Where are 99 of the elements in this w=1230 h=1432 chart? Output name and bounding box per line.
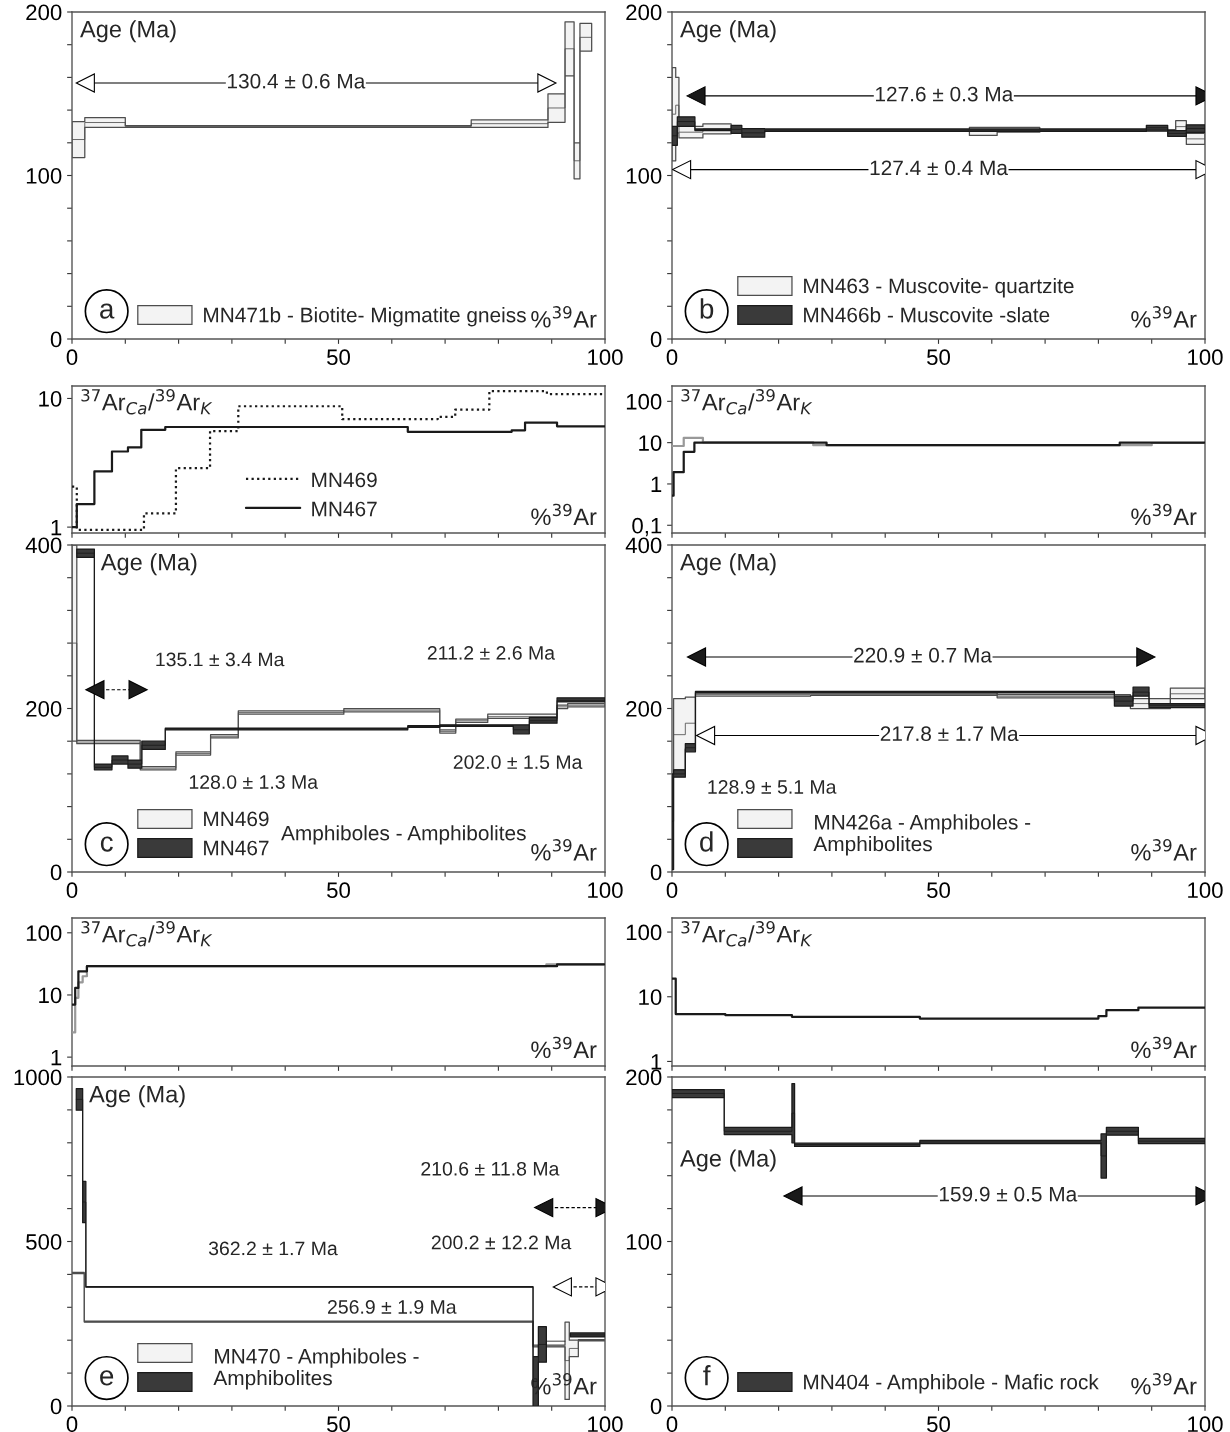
y-tick-label: 200	[626, 1069, 662, 1086]
annotation: 127.4 ± 0.4 Ma	[870, 160, 1008, 176]
y-axis-title: Age (Ma)	[100, 553, 197, 576]
x-tick-label: 50	[927, 882, 950, 899]
y-tick-label: 100	[26, 925, 62, 942]
annotation: a	[100, 303, 115, 319]
y-tick-label: 0	[50, 864, 62, 881]
y-tick-label: 0	[650, 331, 662, 348]
y-tick-label: 100	[626, 1234, 662, 1250]
annotation: 220.9 ± 0.7 Ma	[854, 647, 992, 663]
x-tick-label: 100	[1188, 349, 1223, 366]
legend-label: MN471b - Biotite- Migmatite gneiss	[204, 307, 526, 327]
x-tick-label: 0	[666, 882, 678, 899]
y-tick-label: 10	[639, 435, 662, 451]
y-axis-title: $^{37}$Ar$_{Ca}$/$^{39}$Ar$_{K}$	[81, 389, 213, 415]
legend-title: MN426a - Amphiboles - Amphibolites	[813, 814, 1031, 856]
y-tick-label: 200	[626, 4, 662, 21]
x-tick-label: 0	[66, 349, 78, 366]
x-tick-label: 50	[927, 1416, 950, 1432]
legend-label: MN466b - Muscovite -slate	[804, 307, 1050, 323]
y-axis-title: $^{37}$Ar$_{Ca}$/$^{39}$Ar$_{K}$	[681, 389, 813, 415]
y-tick-label: 100	[26, 168, 62, 184]
x-axis-title: %$^{39}$Ar	[531, 503, 597, 526]
y-axis-title: Age (Ma)	[89, 1085, 185, 1108]
annotation: d	[700, 831, 713, 852]
x-axis-title: %$^{39}$Ar	[1131, 1036, 1197, 1059]
annotation: 135.1 ± 3.4 Ma	[156, 652, 285, 667]
y-tick-label: 10	[639, 989, 662, 1006]
x-axis-title: %$^{39}$Ar	[531, 839, 597, 861]
annotation: f	[703, 1365, 711, 1386]
y-tick-label: 200	[26, 701, 62, 717]
legend-title: MN470 - Amphiboles - Amphibolites	[213, 1348, 419, 1390]
x-tick-label: 50	[327, 349, 350, 366]
annotation: 128.0 ± 1.3 Ma	[189, 775, 319, 789]
annotation: c	[100, 836, 113, 852]
x-tick-label: 100	[588, 1416, 623, 1432]
y-tick-label: 1	[651, 1054, 662, 1070]
legend-label: MN469	[204, 811, 269, 827]
annotation: 217.8 ± 1.7 Ma	[880, 726, 1019, 742]
annotation: 127.6 ± 0.3 Ma	[876, 86, 1014, 102]
y-tick-label: 100	[626, 924, 662, 941]
x-axis-title: %$^{39}$Ar	[1131, 839, 1197, 861]
y-tick-label: 10	[39, 987, 62, 1004]
y-tick-label: 10	[39, 391, 62, 407]
x-tick-label: 0	[666, 1416, 678, 1432]
legend-label: MN469	[312, 472, 377, 488]
y-tick-label: 200	[626, 701, 662, 717]
legend-label: MN467	[312, 501, 377, 517]
x-tick-label: 100	[588, 882, 623, 899]
y-tick-label: 100	[626, 168, 662, 184]
x-tick-label: 100	[1188, 1416, 1223, 1432]
y-axis-title: Age (Ma)	[680, 20, 776, 43]
x-tick-label: 100	[1188, 882, 1223, 899]
y-tick-label: 1	[651, 476, 662, 493]
annotation: 202.0 ± 1.5 Ma	[453, 755, 583, 769]
y-axis-title: $^{37}$Ar$_{Ca}$/$^{39}$Ar$_{K}$	[681, 921, 813, 947]
y-tick-label: 0	[650, 864, 662, 881]
y-tick-label: 100	[626, 393, 662, 410]
annotation: 362.2 ± 1.7 Ma	[208, 1241, 338, 1256]
y-axis-title: Age (Ma)	[80, 20, 176, 43]
legend-label: MN463 - Muscovite- quartzite	[804, 277, 1074, 298]
annotation: e	[100, 1370, 114, 1386]
annotation: 200.2 ± 12.2 Ma	[431, 1235, 572, 1250]
y-tick-label: 1000	[14, 1069, 62, 1086]
x-axis-title: %$^{39}$Ar	[1131, 503, 1197, 526]
y-tick-label: 200	[26, 4, 62, 21]
y-tick-label: 0	[50, 1398, 62, 1415]
y-tick-label: 0	[50, 331, 62, 348]
annotation: 210.6 ± 11.8 Ma	[421, 1161, 560, 1176]
legend-label: MN467	[204, 840, 269, 856]
x-axis-title: %$^{39}$Ar	[1131, 306, 1197, 328]
x-axis-title: %$^{39}$Ar	[1131, 1373, 1197, 1395]
legend-title: Amphiboles - Amphibolites	[281, 825, 526, 845]
y-axis-title: Age (Ma)	[680, 553, 776, 576]
y-tick-label: 1	[51, 1049, 62, 1066]
legend-label: MN404 - Amphibole - Mafic rock	[804, 1374, 1099, 1394]
x-axis-title: %$^{39}$Ar	[531, 306, 597, 328]
x-axis-title: %$^{39}$Ar	[531, 1036, 597, 1059]
x-tick-label: 50	[327, 882, 350, 899]
x-tick-label: 0	[66, 1416, 78, 1432]
x-tick-label: 50	[927, 349, 950, 366]
y-tick-label: 400	[25, 537, 62, 554]
y-axis-title: Age (Ma)	[680, 1149, 776, 1172]
y-tick-label: 1	[51, 519, 62, 536]
annotation: 130.4 ± 0.6 Ma	[228, 73, 366, 89]
x-tick-label: 0	[666, 349, 678, 366]
x-tick-label: 50	[327, 1416, 350, 1432]
x-tick-label: 0	[66, 882, 78, 899]
x-tick-label: 100	[588, 349, 623, 366]
y-tick-label: 400	[625, 537, 662, 554]
annotation: 128.9 ± 5.1 Ma	[708, 780, 837, 794]
y-axis-title: $^{37}$Ar$_{Ca}$/$^{39}$Ar$_{K}$	[81, 921, 213, 947]
y-tick-label: 500	[26, 1234, 62, 1250]
annotation: 211.2 ± 2.6 Ma	[427, 646, 556, 660]
annotation: 159.9 ± 0.5 Ma	[939, 1186, 1078, 1202]
annotation: b	[700, 298, 714, 319]
annotation: 256.9 ± 1.9 Ma	[327, 1300, 457, 1314]
y-tick-label: 0,1	[632, 517, 662, 537]
y-tick-label: 0	[650, 1398, 662, 1415]
